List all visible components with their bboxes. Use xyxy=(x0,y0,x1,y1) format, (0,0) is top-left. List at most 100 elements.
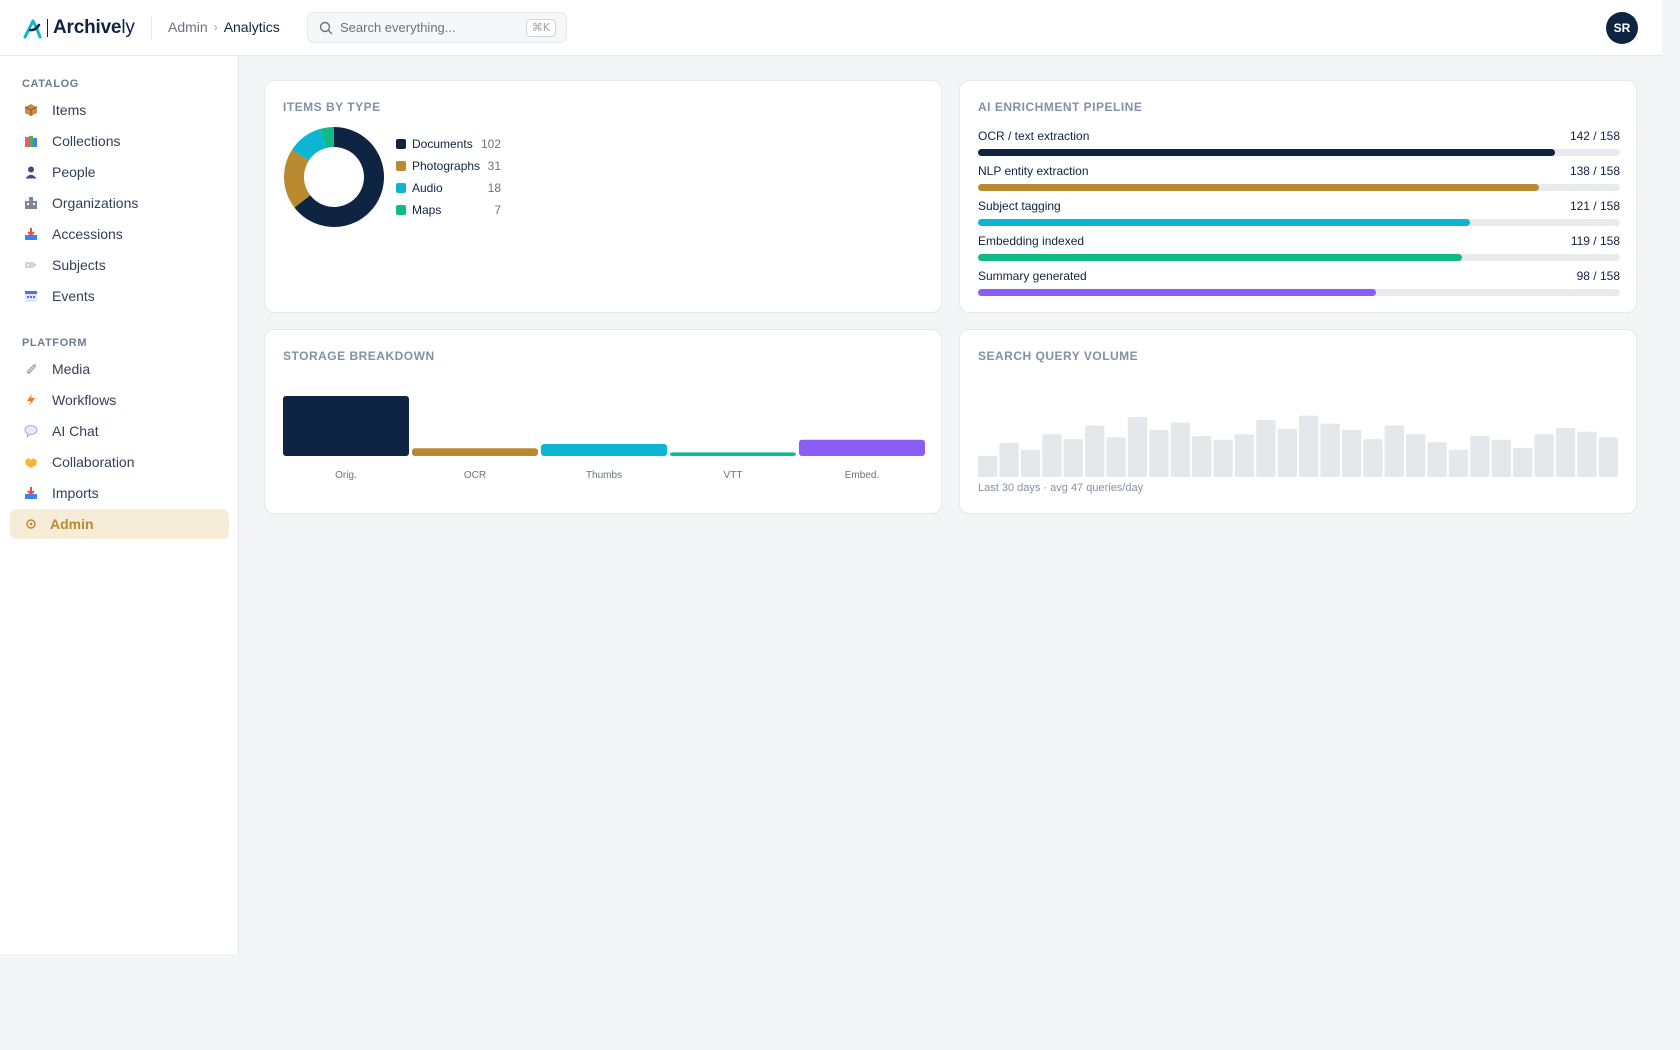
storage-x-label: VTT xyxy=(723,470,743,481)
sidebar-item-label: Admin xyxy=(50,516,94,532)
card-title: ITEMS BY TYPE xyxy=(283,100,381,114)
donut-slice-maps xyxy=(320,127,334,149)
handshake-icon xyxy=(24,455,38,469)
speech-bubble-icon xyxy=(24,424,38,439)
search-shortcut-badge: ⌘K xyxy=(525,19,556,37)
storage-x-label: OCR xyxy=(463,470,487,481)
volume-bar xyxy=(1170,422,1190,477)
volume-bar xyxy=(1127,416,1148,477)
header-divider xyxy=(151,16,152,40)
chevron-right-icon: › xyxy=(213,20,218,34)
legend-row-photographs: Photographs 31 xyxy=(396,158,501,174)
sidebar-item-collections[interactable]: Collections xyxy=(10,126,229,156)
sidebar-item-organizations[interactable]: Organizations xyxy=(10,188,229,218)
pipeline-label: NLP entity extraction xyxy=(978,164,1089,178)
package-icon xyxy=(24,103,38,117)
sidebar-item-events[interactable]: Events xyxy=(10,281,229,311)
pipeline-label: Subject tagging xyxy=(978,199,1061,213)
items-donut-chart xyxy=(284,127,384,227)
sidebar-item-collaboration[interactable]: Collaboration xyxy=(10,447,229,477)
legend-value: 7 xyxy=(494,203,501,217)
pipeline-row-ocr: OCR / text extraction 142 / 158 xyxy=(978,129,1620,159)
pipeline-count: 138 / 158 xyxy=(1569,164,1620,178)
progress-track xyxy=(978,219,1620,226)
global-search[interactable]: ⌘K xyxy=(307,12,567,43)
logo-mark-icon xyxy=(23,19,42,39)
volume-bar xyxy=(999,442,1019,477)
progress-fill-summary xyxy=(978,289,1377,296)
pipeline-row-nlp: NLP entity extraction 138 / 158 xyxy=(978,164,1620,194)
legend-row-maps: Maps 7 xyxy=(396,202,501,218)
legend-value: 18 xyxy=(487,181,501,195)
volume-bar xyxy=(1192,436,1212,477)
pipeline-count: 121 / 158 xyxy=(1569,199,1620,213)
progress-fill-subject-tagging xyxy=(978,219,1470,226)
building-icon xyxy=(24,196,38,210)
search-input[interactable] xyxy=(340,13,510,42)
legend-swatch xyxy=(396,139,406,149)
import-tray-icon xyxy=(24,486,38,500)
sidebar-item-label: Items xyxy=(52,102,87,118)
breadcrumb-analytics: Analytics xyxy=(223,19,280,35)
volume-bar xyxy=(1491,439,1511,477)
pipeline-label: Embedding indexed xyxy=(978,234,1085,248)
storage-bar-chart xyxy=(283,396,925,456)
storage-bar-orig xyxy=(283,396,409,456)
sidebar-item-admin[interactable]: Admin xyxy=(10,509,229,539)
search-volume-caption: Last 30 days · avg 47 queries/day xyxy=(978,482,1144,494)
progress-track xyxy=(978,184,1620,191)
legend-swatch xyxy=(396,205,406,215)
breadcrumb-admin[interactable]: Admin xyxy=(168,19,208,35)
paperclip-icon xyxy=(24,362,38,376)
sidebar-item-imports[interactable]: Imports xyxy=(10,478,229,508)
calendar-icon xyxy=(24,289,38,303)
sidebar-item-people[interactable]: People xyxy=(10,157,229,187)
search-icon xyxy=(319,21,333,35)
progress-fill-embedding xyxy=(978,254,1462,261)
storage-x-label: Thumbs xyxy=(585,470,623,481)
top-bar: Archively Admin › Analytics ⌘K SR xyxy=(0,0,1662,56)
volume-bar xyxy=(1577,431,1597,477)
pipeline-row-subject-tagging: Subject tagging 121 / 158 xyxy=(978,199,1620,229)
card-title: STORAGE BREAKDOWN xyxy=(283,349,435,363)
volume-bar xyxy=(1598,437,1618,477)
logo-wordmark: Archively xyxy=(53,17,135,38)
volume-bar xyxy=(1513,447,1533,477)
volume-bar xyxy=(1106,437,1126,477)
sidebar-item-label: AI Chat xyxy=(52,423,99,439)
sidebar-item-label: Imports xyxy=(52,485,99,501)
person-icon xyxy=(24,165,38,179)
sidebar-item-label: People xyxy=(52,164,96,180)
volume-bar xyxy=(1448,449,1469,477)
breadcrumb: Admin › Analytics xyxy=(168,19,280,35)
sidebar-item-ai-chat[interactable]: AI Chat xyxy=(10,416,229,446)
sidebar-item-label: Events xyxy=(52,288,95,304)
sidebar-section-platform: PLATFORM xyxy=(22,337,88,349)
card-title: AI ENRICHMENT PIPELINE xyxy=(978,100,1143,114)
sidebar-item-label: Media xyxy=(52,361,91,377)
legend-label: Documents xyxy=(412,137,473,151)
volume-bar xyxy=(1406,434,1426,477)
volume-bar xyxy=(1277,428,1297,477)
legend-label: Audio xyxy=(412,181,443,195)
volume-bar xyxy=(1085,425,1105,477)
archively-logo[interactable]: Archively xyxy=(22,16,135,40)
legend-row-audio: Audio 18 xyxy=(396,180,501,196)
volume-bar xyxy=(1063,439,1083,477)
sidebar-item-subjects[interactable]: Subjects xyxy=(10,250,229,280)
progress-track xyxy=(978,289,1620,296)
books-icon xyxy=(24,134,38,148)
progress-fill-ocr xyxy=(978,149,1555,156)
pipeline-label: OCR / text extraction xyxy=(978,129,1090,143)
sidebar-item-workflows[interactable]: Workflows xyxy=(10,385,229,415)
volume-bar xyxy=(1299,415,1319,477)
storage-bar-ocr xyxy=(412,448,538,456)
gear-icon xyxy=(24,517,38,531)
sidebar-item-media[interactable]: Media xyxy=(10,354,229,384)
user-avatar[interactable]: SR xyxy=(1606,12,1638,44)
sidebar-item-items[interactable]: Items xyxy=(10,95,229,125)
sidebar: CATALOG Items Collections People Organiz… xyxy=(0,56,239,954)
volume-bar xyxy=(1149,429,1169,477)
sidebar-item-accessions[interactable]: Accessions xyxy=(10,219,229,249)
legend-swatch xyxy=(396,161,406,171)
